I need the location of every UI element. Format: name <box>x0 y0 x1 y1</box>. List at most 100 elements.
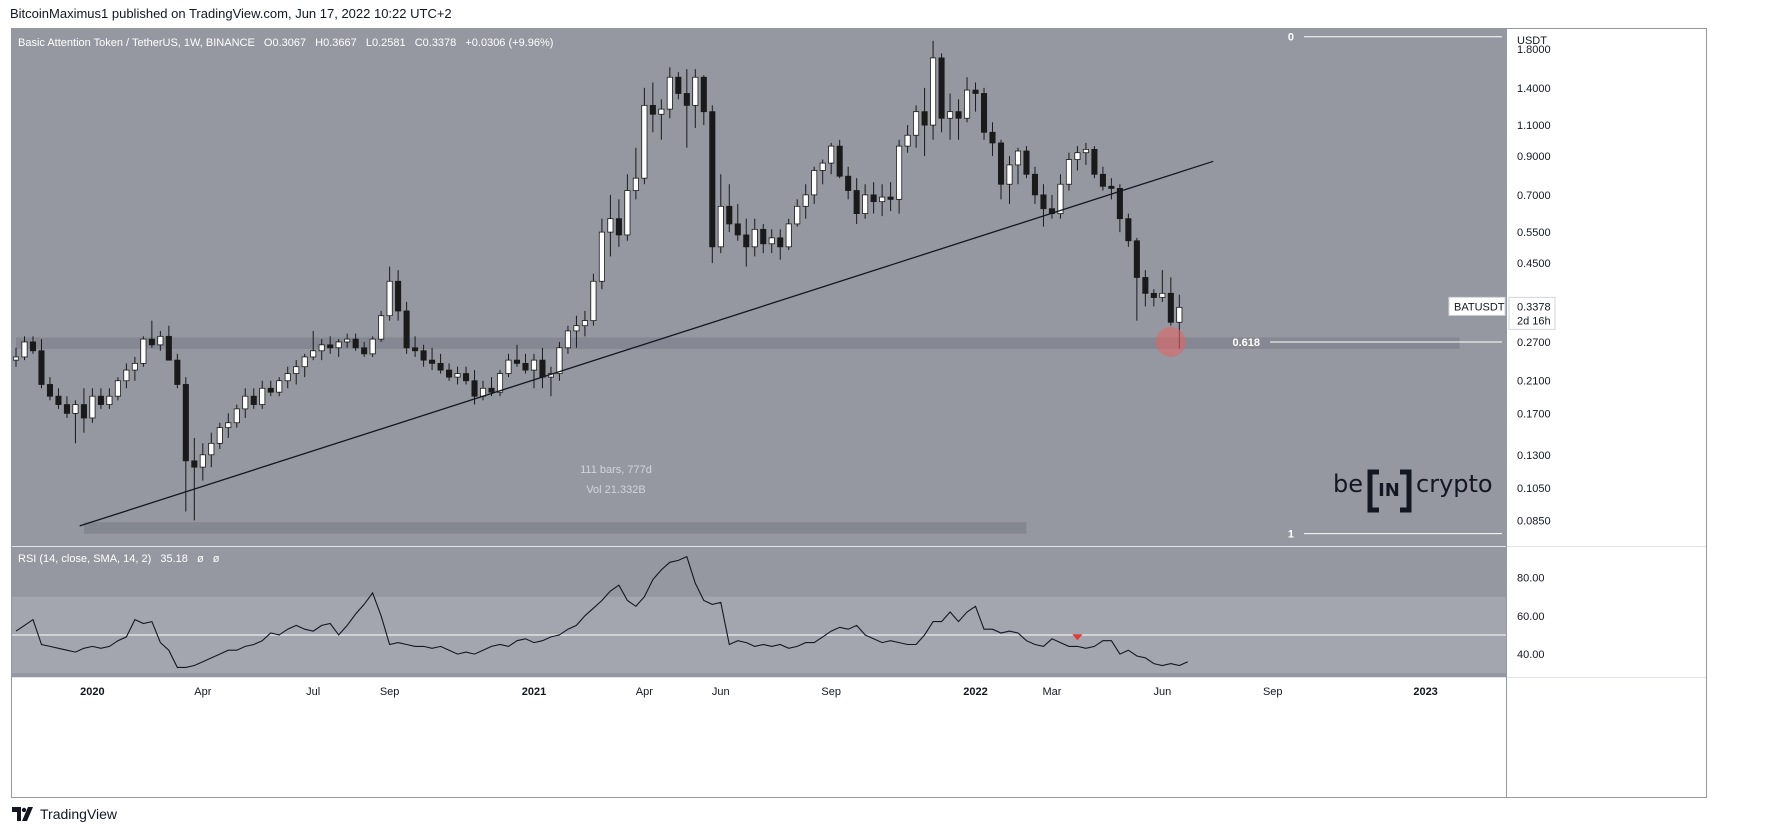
candle-body <box>590 280 597 322</box>
rsi-value: 35.18 <box>160 553 188 565</box>
fib-level[interactable]: 0 <box>1288 32 1502 44</box>
candle <box>819 159 826 185</box>
candle <box>913 105 920 148</box>
candle <box>29 336 37 354</box>
price-tick: 0.2100 <box>1517 376 1551 388</box>
candle-body <box>649 104 656 115</box>
candle <box>1040 184 1047 227</box>
candle-body <box>989 131 996 144</box>
candle-body <box>1116 188 1123 220</box>
chart-canvas[interactable]: 0 0.618 1 1.8000 1.4000 1.1000 0.9000 0.7000 0.… <box>12 29 1706 797</box>
candle <box>700 75 707 126</box>
price-tick: 0.2700 <box>1517 337 1551 349</box>
candle <box>522 353 529 374</box>
time-tick: Jun <box>1153 686 1171 698</box>
candle <box>369 336 376 357</box>
rsi-extra-1: ø <box>197 553 204 565</box>
fib-level[interactable]: 1 <box>1288 529 1502 541</box>
candle-body <box>632 177 639 191</box>
rsi-tick: 60.00 <box>1517 611 1545 623</box>
candle-body <box>140 338 147 364</box>
candle <box>1082 142 1089 165</box>
time-tick: 2022 <box>963 686 987 698</box>
candle <box>352 333 359 351</box>
candle-body <box>887 196 894 200</box>
candle <box>828 142 835 175</box>
candle-body <box>853 190 860 215</box>
ohlc-value-low: 0.2581 <box>372 37 406 49</box>
candle <box>199 443 206 481</box>
candle <box>301 353 308 378</box>
candle <box>1023 146 1030 179</box>
candle-body <box>802 194 809 207</box>
candle <box>513 344 521 367</box>
candle-body <box>344 338 351 343</box>
candle <box>1167 277 1174 326</box>
fib-level[interactable]: 0.618 <box>1232 337 1502 349</box>
time-tick: 2023 <box>1413 686 1437 698</box>
candle <box>624 174 631 241</box>
candle <box>429 347 436 371</box>
candle-body <box>165 335 172 361</box>
candle <box>165 325 172 361</box>
candle <box>870 182 877 214</box>
candle-body <box>760 228 767 245</box>
candle <box>259 380 266 409</box>
candle <box>1099 166 1106 191</box>
candle-body <box>208 442 215 456</box>
candle-body <box>335 341 342 349</box>
candle <box>123 363 130 389</box>
time-tick: 2020 <box>80 686 104 698</box>
candle <box>386 266 393 321</box>
tradingview-logo-icon <box>12 807 33 821</box>
time-tick: Sep <box>1263 686 1283 698</box>
candle <box>896 139 903 214</box>
rsi-extra-2: ø <box>213 553 220 565</box>
candle <box>598 218 605 290</box>
ohlc-label-low: L <box>366 37 372 49</box>
candle-body <box>327 344 334 349</box>
candle <box>276 377 283 397</box>
candle-body <box>318 344 325 352</box>
candle <box>1031 166 1039 204</box>
candle <box>1142 270 1149 307</box>
candle <box>72 400 79 444</box>
price-axis-bg <box>1506 29 1706 797</box>
candle-body <box>1082 148 1089 154</box>
candle-body <box>777 237 784 248</box>
candle <box>437 353 444 374</box>
time-tick: Mar <box>1042 686 1061 698</box>
candle <box>140 336 147 367</box>
time-tick: 2021 <box>522 686 546 698</box>
candle <box>564 325 571 354</box>
candle <box>216 422 223 449</box>
candle-body <box>97 395 104 405</box>
price-tick: 0.1700 <box>1517 408 1551 420</box>
measure-range <box>83 522 1027 534</box>
candle-body <box>794 205 801 225</box>
price-tick: 1.4000 <box>1517 83 1551 95</box>
last-price-label[interactable]: BATUSDT 0.3378 2d 16h <box>1448 296 1556 330</box>
candle-body <box>1142 277 1149 294</box>
candle <box>267 380 274 397</box>
candle <box>403 301 410 354</box>
candle-body <box>1065 159 1072 185</box>
candle-body <box>947 111 954 119</box>
candle <box>293 360 300 385</box>
candle <box>463 366 470 385</box>
time-tick: Sep <box>821 686 841 698</box>
candle <box>607 194 614 257</box>
candle-body <box>412 347 419 352</box>
candle-body <box>505 359 512 374</box>
price-tick: 0.7000 <box>1517 190 1551 202</box>
fib-label: 1 <box>1288 529 1294 541</box>
footer-brand[interactable]: TradingView <box>12 806 117 822</box>
candle <box>743 218 750 267</box>
candle-body <box>89 395 96 419</box>
candle-body <box>114 380 121 397</box>
candle <box>709 105 716 264</box>
ascending-trendline[interactable] <box>79 160 1214 527</box>
time-tick: Jul <box>306 686 320 698</box>
candle <box>318 339 325 361</box>
candle <box>879 184 886 217</box>
